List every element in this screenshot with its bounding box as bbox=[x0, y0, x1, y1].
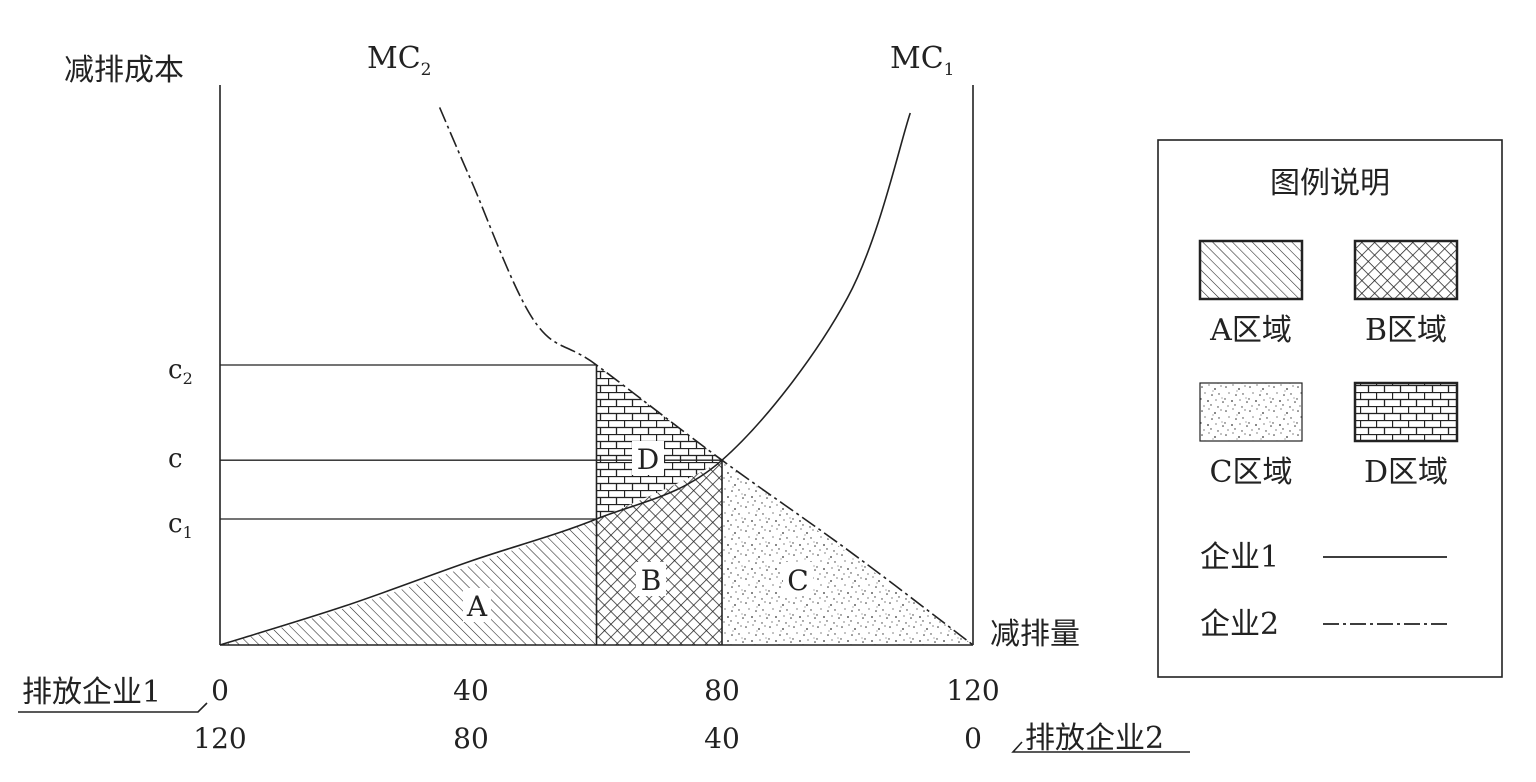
x-tick-label: 40 bbox=[453, 674, 489, 707]
legend-swatch-a bbox=[1198, 239, 1304, 301]
region-c-label: C bbox=[783, 562, 813, 597]
x-ticks-firm1: 0 40 80 120 bbox=[211, 674, 1000, 707]
mc1-curve bbox=[219, 112, 912, 646]
legend-line-label-firm1: 企业1 bbox=[1200, 540, 1279, 575]
legend-box: 图例说明 A区域 B区域 C区域 D区域 企业1 企业2 bbox=[1157, 139, 1503, 678]
svg-text:B: B bbox=[641, 564, 662, 597]
region-a-label: A bbox=[463, 588, 491, 623]
legend-title: 图例说明 bbox=[1270, 166, 1390, 201]
c1-tick-label: c1 bbox=[168, 509, 193, 542]
firm2-arrow-icon bbox=[1011, 741, 1190, 753]
x-ticks-firm2: 120 80 40 0 bbox=[193, 722, 982, 755]
firm1-arrow-icon bbox=[18, 702, 208, 713]
x-tick-label: 0 bbox=[964, 722, 982, 755]
firm1-axis-label: 排放企业1 bbox=[22, 675, 161, 710]
legend-swatch-d bbox=[1353, 381, 1459, 443]
x-tick-label: 40 bbox=[704, 722, 740, 755]
region-b-area bbox=[596, 460, 722, 645]
legend-swatch-c bbox=[1199, 382, 1303, 442]
region-a-area bbox=[220, 519, 597, 645]
c2-tick-label: c2 bbox=[168, 355, 193, 388]
x-tick-label: 120 bbox=[946, 674, 999, 707]
legend-swatch-b bbox=[1353, 239, 1459, 301]
legend-label-c: C区域 bbox=[1210, 455, 1293, 490]
mc2-label: MC2 bbox=[367, 41, 432, 80]
x-tick-label: 80 bbox=[704, 674, 740, 707]
svg-text:A: A bbox=[466, 590, 488, 623]
region-b-label: B bbox=[636, 562, 666, 597]
x-tick-label: 120 bbox=[193, 722, 246, 755]
region-d-label: D bbox=[632, 441, 664, 476]
x-axis-label: 减排量 bbox=[990, 617, 1080, 652]
legend-label-d: D区域 bbox=[1364, 455, 1448, 490]
firm2-axis-label: 排放企业2 bbox=[1025, 721, 1164, 756]
legend-label-b: B区域 bbox=[1365, 313, 1447, 348]
legend-label-a: A区域 bbox=[1209, 313, 1292, 348]
svg-text:C: C bbox=[787, 564, 808, 597]
legend-line-label-firm2: 企业2 bbox=[1200, 607, 1279, 642]
y-axis-label: 减排成本 bbox=[64, 53, 184, 88]
svg-text:D: D bbox=[637, 443, 659, 476]
x-tick-label: 0 bbox=[211, 674, 229, 707]
x-tick-label: 80 bbox=[453, 722, 489, 755]
mc1-label: MC1 bbox=[890, 41, 955, 80]
mc2-curve bbox=[438, 107, 974, 646]
region-c-area bbox=[722, 460, 973, 645]
c-tick-label: c bbox=[168, 444, 183, 474]
